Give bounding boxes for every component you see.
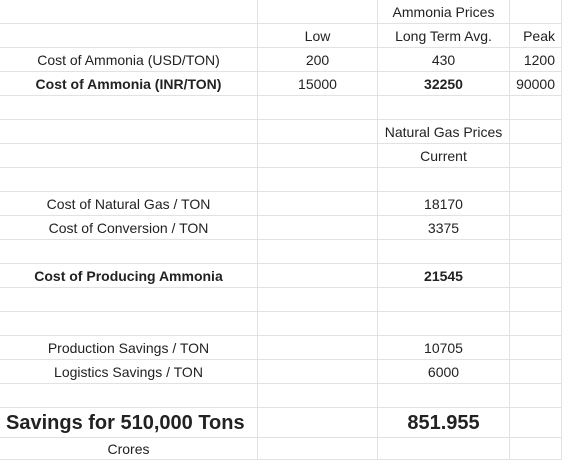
empty-cell[interactable] (258, 0, 378, 24)
empty-cell[interactable] (510, 288, 562, 312)
empty-cell[interactable] (258, 168, 378, 192)
empty-cell[interactable] (378, 168, 510, 192)
empty-cell[interactable] (378, 438, 510, 460)
natural-gas-prices-header[interactable]: Natural Gas Prices (378, 120, 510, 144)
ammonia-prices-header[interactable]: Ammonia Prices (378, 0, 510, 24)
production-savings-cell[interactable]: 10705 (378, 336, 510, 360)
empty-cell[interactable] (510, 0, 562, 24)
natural-gas-cost-cell[interactable]: 18170 (378, 192, 510, 216)
empty-cell[interactable] (0, 168, 258, 192)
empty-cell[interactable] (258, 408, 378, 438)
logistics-savings-cell[interactable]: 6000 (378, 360, 510, 384)
usd-cost-label[interactable]: Cost of Ammonia (USD/TON) (0, 48, 258, 72)
empty-cell[interactable] (0, 240, 258, 264)
empty-cell[interactable] (378, 96, 510, 120)
empty-cell[interactable] (258, 96, 378, 120)
empty-cell[interactable] (258, 438, 378, 460)
empty-cell[interactable] (258, 312, 378, 336)
empty-cell[interactable] (510, 312, 562, 336)
empty-cell[interactable] (258, 264, 378, 288)
empty-cell[interactable] (258, 384, 378, 408)
low-header[interactable]: Low (258, 24, 378, 48)
empty-cell[interactable] (510, 192, 562, 216)
usd-low-cell[interactable]: 200 (258, 48, 378, 72)
empty-cell[interactable] (258, 216, 378, 240)
empty-cell[interactable] (510, 336, 562, 360)
empty-cell[interactable] (258, 288, 378, 312)
empty-cell[interactable] (258, 192, 378, 216)
logistics-savings-label[interactable]: Logistics Savings / TON (0, 360, 258, 384)
empty-cell[interactable] (258, 120, 378, 144)
inr-avg-cell[interactable]: 32250 (378, 72, 510, 96)
peak-header[interactable]: Peak (510, 24, 562, 48)
production-savings-label[interactable]: Production Savings / TON (0, 336, 258, 360)
empty-cell[interactable] (510, 384, 562, 408)
inr-cost-label[interactable]: Cost of Ammonia (INR/TON) (0, 72, 258, 96)
total-savings-cell[interactable]: 851.955 (378, 408, 510, 438)
inr-peak-cell[interactable]: 90000 (510, 72, 562, 96)
empty-cell[interactable] (258, 240, 378, 264)
empty-cell[interactable] (0, 120, 258, 144)
usd-avg-cell[interactable]: 430 (378, 48, 510, 72)
empty-cell[interactable] (510, 168, 562, 192)
empty-cell[interactable] (0, 0, 258, 24)
empty-cell[interactable] (510, 408, 562, 438)
empty-cell[interactable] (510, 360, 562, 384)
long-term-avg-header[interactable]: Long Term Avg. (378, 24, 510, 48)
empty-cell[interactable] (258, 360, 378, 384)
crores-unit-label[interactable]: Crores (0, 438, 258, 460)
empty-cell[interactable] (0, 24, 258, 48)
current-header[interactable]: Current (378, 144, 510, 168)
empty-cell[interactable] (378, 312, 510, 336)
empty-cell[interactable] (0, 384, 258, 408)
empty-cell[interactable] (0, 96, 258, 120)
conversion-cost-cell[interactable]: 3375 (378, 216, 510, 240)
usd-peak-cell[interactable]: 1200 (510, 48, 562, 72)
empty-cell[interactable] (0, 144, 258, 168)
empty-cell[interactable] (510, 120, 562, 144)
empty-cell[interactable] (510, 144, 562, 168)
empty-cell[interactable] (378, 384, 510, 408)
empty-cell[interactable] (510, 216, 562, 240)
producing-cost-label[interactable]: Cost of Producing Ammonia (0, 264, 258, 288)
empty-cell[interactable] (0, 312, 258, 336)
empty-cell[interactable] (378, 288, 510, 312)
empty-cell[interactable] (378, 240, 510, 264)
empty-cell[interactable] (258, 336, 378, 360)
empty-cell[interactable] (510, 438, 562, 460)
inr-low-cell[interactable]: 15000 (258, 72, 378, 96)
total-savings-label[interactable]: Savings for 510,000 Tons (0, 408, 258, 438)
empty-cell[interactable] (510, 264, 562, 288)
empty-cell[interactable] (510, 96, 562, 120)
conversion-cost-label[interactable]: Cost of Conversion / TON (0, 216, 258, 240)
empty-cell[interactable] (0, 288, 258, 312)
natural-gas-cost-label[interactable]: Cost of Natural Gas / TON (0, 192, 258, 216)
empty-cell[interactable] (510, 240, 562, 264)
empty-cell[interactable] (258, 144, 378, 168)
producing-cost-cell[interactable]: 21545 (378, 264, 510, 288)
